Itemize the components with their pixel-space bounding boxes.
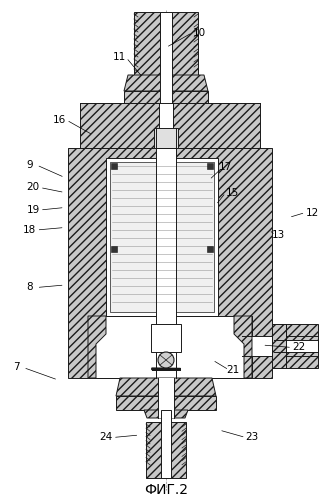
Text: 7: 7 (13, 362, 20, 372)
Bar (106, 158, 218, 316)
Bar (161, 410, 171, 478)
Bar (207, 163, 213, 169)
Bar (156, 128, 176, 378)
Bar (160, 75, 172, 103)
Text: 24: 24 (100, 432, 113, 442)
Bar (158, 378, 174, 418)
Text: 19: 19 (27, 205, 40, 215)
Bar (88, 316, 252, 378)
Text: 11: 11 (113, 52, 126, 62)
Polygon shape (88, 316, 106, 378)
Polygon shape (172, 12, 198, 75)
Polygon shape (234, 316, 252, 378)
Bar (111, 163, 117, 169)
Text: 15: 15 (226, 188, 239, 198)
Bar (124, 91, 208, 103)
Bar (110, 162, 214, 312)
Bar (151, 324, 181, 352)
Text: 16: 16 (53, 115, 66, 125)
Bar (160, 12, 172, 75)
Polygon shape (146, 422, 186, 478)
Bar (242, 336, 320, 356)
Polygon shape (116, 378, 216, 396)
Text: 17: 17 (219, 162, 232, 172)
Bar (274, 340, 318, 352)
Bar (80, 103, 260, 148)
Bar (111, 246, 117, 252)
Bar (207, 246, 213, 252)
Text: ФИГ.2: ФИГ.2 (144, 483, 188, 497)
Text: 21: 21 (226, 365, 239, 375)
Text: 9: 9 (27, 160, 33, 170)
Text: 12: 12 (305, 208, 319, 218)
Bar (116, 396, 216, 410)
Text: 13: 13 (272, 230, 286, 240)
Text: 22: 22 (292, 342, 305, 352)
Text: 10: 10 (193, 28, 206, 38)
Bar (154, 128, 178, 148)
Text: 18: 18 (23, 225, 37, 235)
Text: 8: 8 (27, 282, 33, 292)
Text: 23: 23 (246, 432, 259, 442)
Polygon shape (134, 12, 160, 75)
Bar (68, 148, 272, 378)
Bar (272, 324, 318, 368)
Polygon shape (124, 75, 208, 91)
Circle shape (158, 352, 174, 368)
Polygon shape (144, 410, 188, 418)
Bar (159, 103, 173, 148)
Bar (272, 324, 286, 368)
Text: 20: 20 (27, 182, 40, 192)
